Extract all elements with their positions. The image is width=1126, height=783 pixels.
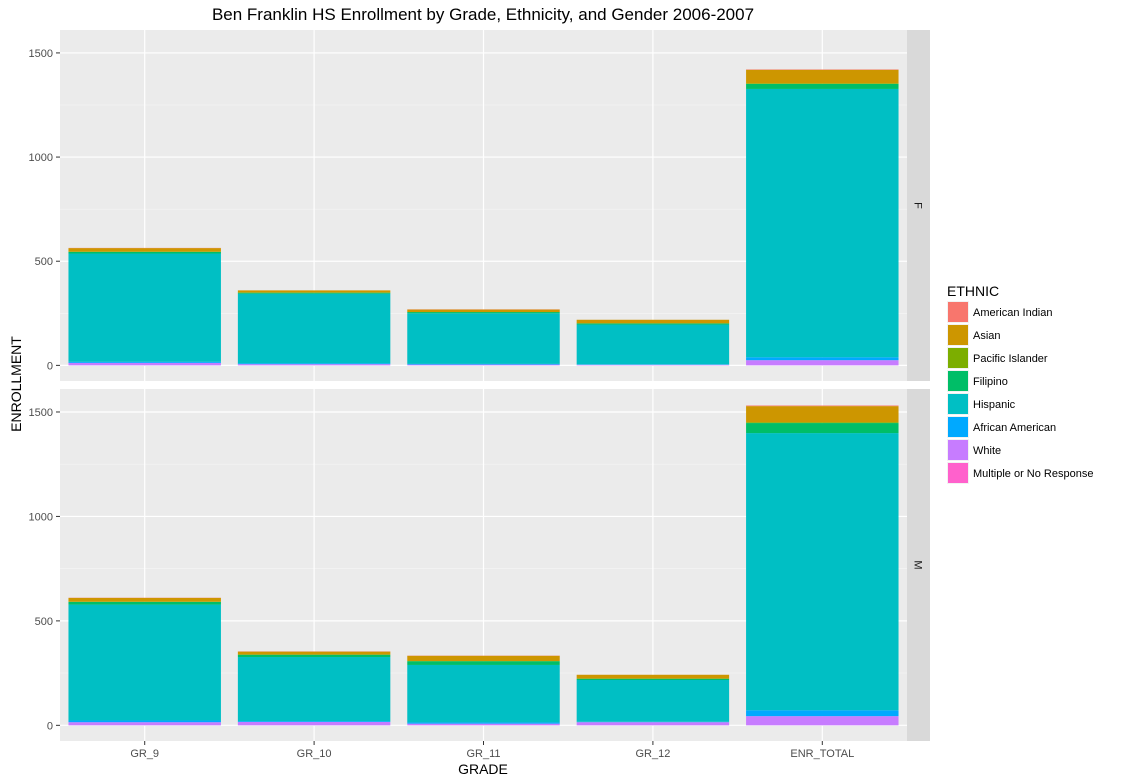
bar-segment-asian [68, 248, 221, 252]
x-tick-label: GR_11 [466, 748, 500, 760]
bar-segment-hispanic [576, 324, 730, 365]
bar-segment-asian [407, 309, 560, 313]
x-tick-label: GR_10 [297, 748, 332, 760]
bar-segment-filipino [746, 83, 899, 89]
legend: ETHNIC American Indian Asian Pacific Islan… [947, 283, 1093, 484]
legend-label: African American [973, 422, 1056, 434]
legend-swatch [948, 417, 968, 437]
bar-segment-african-american [68, 361, 221, 363]
facet-panels: 0 500 1000 1500 F 0 500 1000 1500 M GR_9 GR_10 GR_11… [29, 30, 930, 760]
y-tick-label: 500 [35, 616, 53, 628]
y-tick-label: 1500 [29, 407, 53, 419]
facet-strip-label: F [912, 202, 924, 209]
bar-segment-asian [746, 69, 899, 84]
legend-label: American Indian [973, 307, 1053, 319]
bar-segment-asian [237, 290, 391, 293]
bar-segment-african-american [746, 710, 899, 717]
bar-segment-hispanic [68, 604, 221, 721]
bar-segment-white [407, 723, 560, 726]
bar-segment-filipino [237, 292, 391, 294]
bar-segment-asian [576, 319, 730, 324]
facet-strip [907, 389, 930, 741]
bar-segment-white [746, 716, 899, 726]
bar-segment-white [576, 722, 730, 726]
bar-segment-white [237, 721, 391, 726]
legend-label: Asian [973, 330, 1001, 342]
bar-segment-filipino [576, 323, 730, 325]
x-tick-label: ENR_TOTAL [790, 748, 854, 760]
facet-strip-label: M [912, 560, 924, 569]
panel-M: 0 500 1000 1500 M [29, 389, 930, 741]
bar-segment-filipino [746, 423, 899, 434]
bar-segment-white [68, 362, 221, 366]
bar-segment-filipino [576, 678, 730, 681]
bar-segment-filipino [68, 251, 221, 254]
bar-segment-asian [237, 651, 391, 655]
bar-segment-pacific-islander [746, 422, 899, 424]
bar-segment-african-american [407, 363, 560, 365]
legend-label: White [973, 445, 1001, 457]
bar-segment-filipino [68, 601, 221, 605]
bar-segment-filipino [407, 312, 560, 314]
bar-segment-asian [576, 674, 730, 679]
x-tick-label: GR_9 [130, 748, 159, 760]
legend-label: Filipino [973, 376, 1008, 388]
x-axis: GR_9 GR_10 GR_11 GR_12 ENR_TOTAL [130, 741, 854, 760]
bar-segment-american-indian [746, 405, 899, 407]
y-tick-label: 1000 [29, 511, 53, 523]
legend-title: ETHNIC [947, 283, 999, 299]
legend-label: Hispanic [973, 399, 1016, 411]
legend-label: Multiple or No Response [973, 468, 1093, 480]
legend-swatch [948, 325, 968, 345]
bar-segment-pacific-islander [746, 83, 899, 84]
bar-segment-african-american [237, 363, 391, 365]
bar-segment-hispanic [68, 253, 221, 362]
legend-swatch [948, 348, 968, 368]
y-tick-label: 1500 [29, 48, 53, 60]
y-tick-label: 0 [47, 360, 53, 372]
legend-swatch [948, 302, 968, 322]
bar-segment-white [576, 364, 730, 366]
bar-segment-asian [407, 655, 560, 661]
x-tick-label: GR_12 [635, 748, 670, 760]
bar-segment-white [746, 360, 899, 366]
y-tick-label: 0 [47, 720, 53, 732]
bar-segment-hispanic [746, 88, 899, 358]
y-tick-label: 500 [35, 256, 53, 268]
chart-title: Ben Franklin HS Enrollment by Grade, Eth… [212, 5, 754, 24]
bar-segment-african-american [746, 357, 899, 361]
bar-segment-white [68, 722, 221, 726]
x-axis-title: GRADE [458, 761, 508, 777]
legend-swatch [948, 371, 968, 391]
legend-swatch [948, 440, 968, 460]
bar-segment-hispanic [237, 657, 391, 722]
legend-swatch [948, 394, 968, 414]
bar-segment-african-american [237, 721, 391, 722]
bar-segment-hispanic [407, 313, 560, 364]
bar-segment-filipino [237, 654, 391, 658]
legend-label: Pacific Islander [973, 353, 1048, 365]
bar-segment-white [237, 364, 391, 366]
y-tick-label: 1000 [29, 152, 53, 164]
bar-segment-asian [68, 597, 221, 602]
bar-segment-hispanic [746, 433, 899, 711]
panel-F: 0 500 1000 1500 F [29, 30, 930, 381]
bar-segment-african-american [68, 720, 221, 723]
facet-strip [907, 30, 930, 381]
bar-segment-hispanic [237, 293, 391, 364]
bar-segment-african-american [407, 722, 560, 724]
bar-segment-hispanic [407, 664, 560, 723]
legend-swatch [948, 463, 968, 483]
bar-segment-white [407, 364, 560, 366]
y-axis-title: ENROLLMENT [8, 336, 24, 432]
bar-segment-hispanic [576, 680, 730, 722]
bar-segment-filipino [407, 661, 560, 665]
bar-segment-asian [746, 406, 899, 423]
